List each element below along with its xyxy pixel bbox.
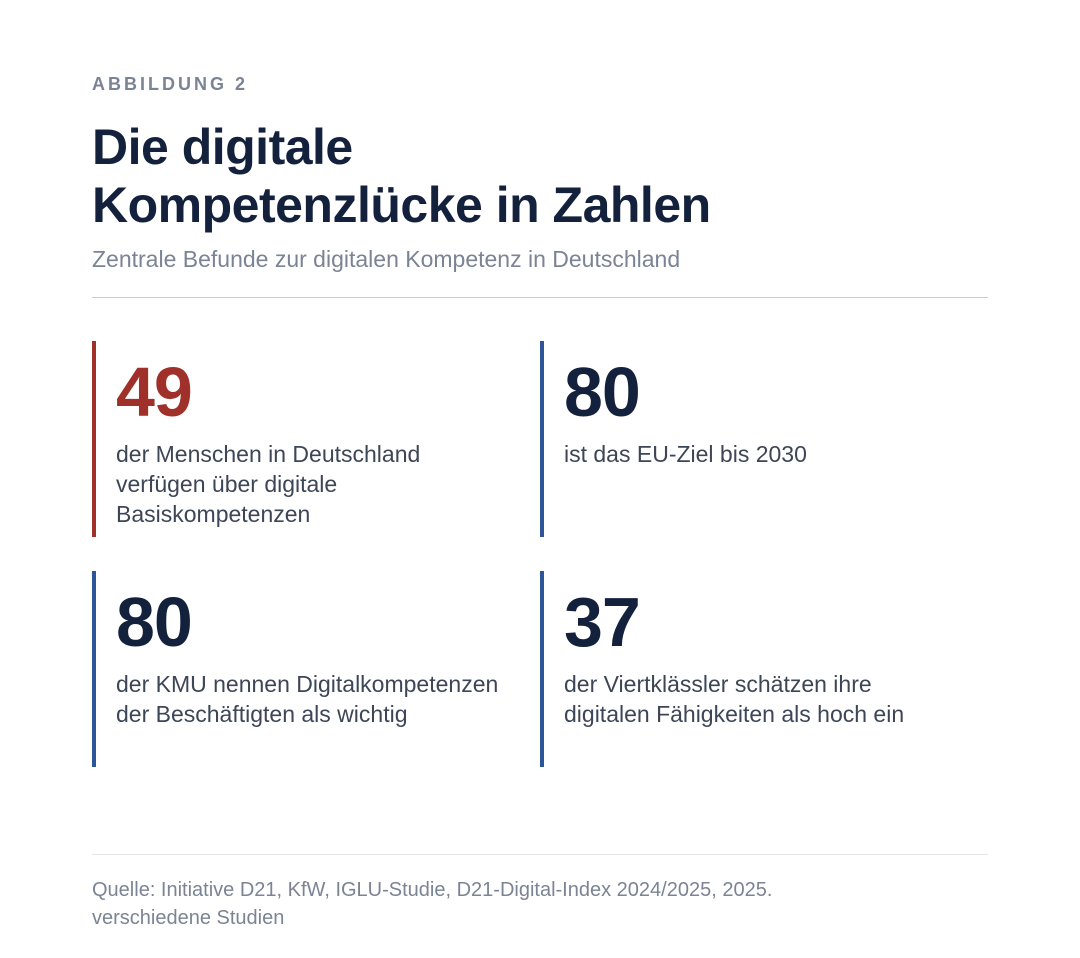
stat-card-eu-target: 80 ist das EU-Ziel bis 2030: [540, 341, 960, 537]
title-line-1: Die digitale: [92, 119, 353, 175]
figure-kicker: ABBILDUNG 2: [92, 74, 249, 94]
stat-value: 80: [116, 583, 193, 661]
stat-label: ist das EU-Ziel bis 2030: [564, 441, 807, 467]
stat-label: der Viertklässler schätzen ihre digitale…: [564, 671, 905, 727]
figure-title: Die digitale Kompetenzlücke in Zahlen: [92, 118, 711, 234]
source-line-1: Quelle: Initiative D21, KfW, IGLU-Studie…: [92, 879, 773, 901]
stat-value: 80: [564, 353, 641, 431]
header-divider: [92, 297, 988, 298]
title-line-2: Kompetenzlücke in Zahlen: [92, 177, 711, 233]
stat-label: der KMU nennen Digitalkompetenzen der Be…: [116, 671, 499, 727]
stat-card-basic-skills: 49 der Menschen in Deutschland verfügen …: [92, 341, 512, 537]
source-line-2: verschiedene Studien: [92, 907, 285, 929]
stat-card-fourth-graders: 37 der Viertklässler schätzen ihre digit…: [540, 571, 960, 767]
stat-label: der Menschen in Deutschland verfügen übe…: [116, 441, 421, 527]
figure: ABBILDUNG 2 Die digitale Kompetenzlücke …: [92, 0, 988, 958]
figure-subtitle: Zentrale Befunde zur digitalen Kompetenz…: [92, 246, 681, 272]
footer-divider: [92, 854, 988, 855]
source-note: Quelle: Initiative D21, KfW, IGLU-Studie…: [92, 876, 772, 932]
stat-value: 49: [116, 353, 193, 431]
stat-card-sme: 80 der KMU nennen Digitalkompetenzen der…: [92, 571, 512, 767]
stat-value: 37: [564, 583, 641, 661]
